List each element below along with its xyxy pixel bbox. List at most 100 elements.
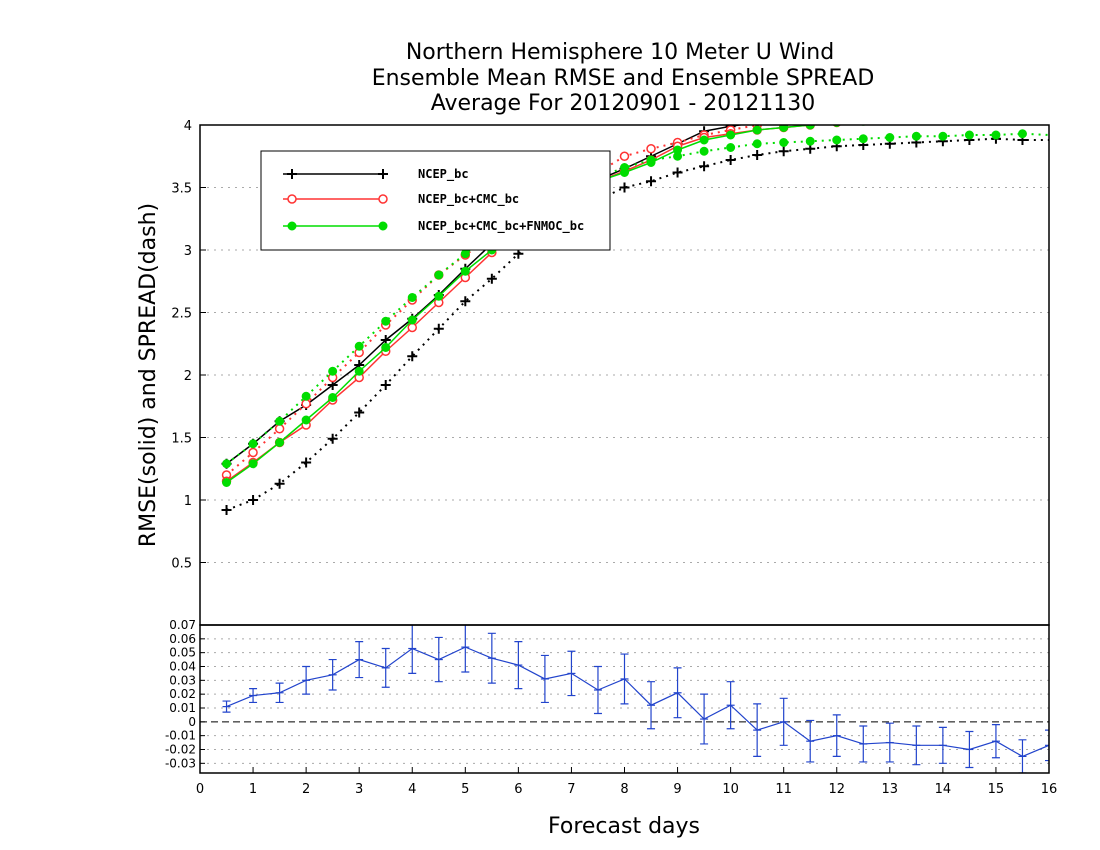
spread-point [619,151,630,161]
spread-point [1018,102,1026,110]
spread-point [726,143,736,152]
error-bar [1045,729,1049,762]
spread-point [725,155,736,165]
rmse-point [1018,107,1026,115]
spread-point [222,459,232,469]
spread-point [1017,129,1027,139]
upper-y-tick-label: 2 [184,369,192,384]
chart-subtitle: Ensemble Mean RMSE and Ensemble SPREAD [372,66,875,91]
rmse-point [407,322,417,333]
x-tick-label: 9 [673,782,681,797]
rmse-point [407,315,417,325]
legend-marker [378,194,388,204]
spread-point [672,167,683,178]
rmse-line-1 [226,125,819,482]
spread-point [832,135,842,145]
rmse-point [779,125,789,132]
spread-line-2 [225,132,1049,465]
rmse-point [1018,110,1026,118]
spread-point [752,150,763,160]
rmse-point [301,415,311,425]
rmse-point [832,108,842,118]
x-tick-label: 2 [302,782,310,797]
rmse-point [381,343,391,352]
rmse-point [965,112,973,120]
lower-y-tick-label: 0 [188,715,196,729]
rmse-point [939,111,947,119]
spread-point [274,424,285,434]
spread-point [965,105,973,113]
rmse-point [752,125,762,135]
lower-y-tick-label: 0.04 [169,659,196,673]
spread-point [248,495,259,505]
spread-point [460,296,471,307]
legend-box [260,150,611,251]
rmse-point [275,438,285,447]
upper-y-tick-label: 1.5 [171,432,192,447]
spread-point [433,323,444,334]
rmse-point [912,112,920,120]
rmse-point [328,393,338,402]
legend-marker [378,221,388,231]
rmse-point [805,125,815,130]
legend-label: NCEP_bc+CMC_bc+FNMOC_bc [418,219,584,234]
spread-point [301,391,311,401]
spread-point [964,130,974,140]
spread-point [619,182,630,193]
rmse-point [1017,96,1027,106]
spread-point [354,407,365,418]
rmse-point [673,145,683,155]
x-tick-label: 12 [828,782,845,797]
rmse-point [726,130,736,140]
upper-y-tick-label: 0.5 [171,557,192,572]
x-tick-label: 13 [882,782,899,797]
rmse-point [992,109,1000,117]
x-tick-label: 7 [567,782,575,797]
chart-title: Northern Hemisphere 10 Meter U Wind [406,40,834,65]
spread-point [274,478,285,489]
spread-point [221,505,232,515]
rmse-point [699,135,709,145]
rmse-line-0 [226,125,745,465]
lower-y-tick-label: -0.02 [165,742,196,756]
spread-point [912,107,920,115]
legend-marker [287,169,297,179]
rmse-point [620,168,629,177]
spread-point [434,270,444,280]
spread-point [486,273,497,284]
lower-y-tick-label: 0.07 [169,618,196,632]
rmse-point [912,115,920,123]
rmse-point [886,114,894,122]
spread-point [248,447,258,458]
upper-y-tick-label: 3.5 [171,182,192,197]
rmse-point [858,105,868,115]
lower-y-tick-label: 0.05 [169,646,196,660]
spread-point [301,457,312,468]
upper-y-tick-label: 1 [184,494,192,509]
spread-point [858,134,868,144]
spread-point [780,125,787,126]
spread-point [646,144,656,154]
lower-y-tick-label: 0.02 [169,687,196,701]
upper-y-tick-label: 3 [184,244,192,259]
spread-point [885,133,895,142]
rmse-point [965,110,973,118]
lower-series-group [222,625,1049,773]
rmse-point [964,99,974,109]
spread-point [248,439,258,449]
difference-line [226,646,1049,758]
y-axis-label: RMSE(solid) and SPREAD(dash) [136,203,161,547]
rmse-point [248,459,258,469]
spread-point [301,399,311,409]
legend-label: NCEP_bc [418,167,469,182]
spread-line-1 [225,125,765,476]
rmse-point [938,100,948,110]
rmse-point [646,158,656,167]
rmse-point [885,103,895,113]
x-ticks: 0 1 2 3 4 5 6 7 8 9 10 11 12 13 14 15 16 [196,767,1057,797]
x-tick-label: 15 [988,782,1005,797]
lower-plot-frame [199,624,1050,774]
spread-point [752,139,762,149]
spread-point [805,136,815,146]
